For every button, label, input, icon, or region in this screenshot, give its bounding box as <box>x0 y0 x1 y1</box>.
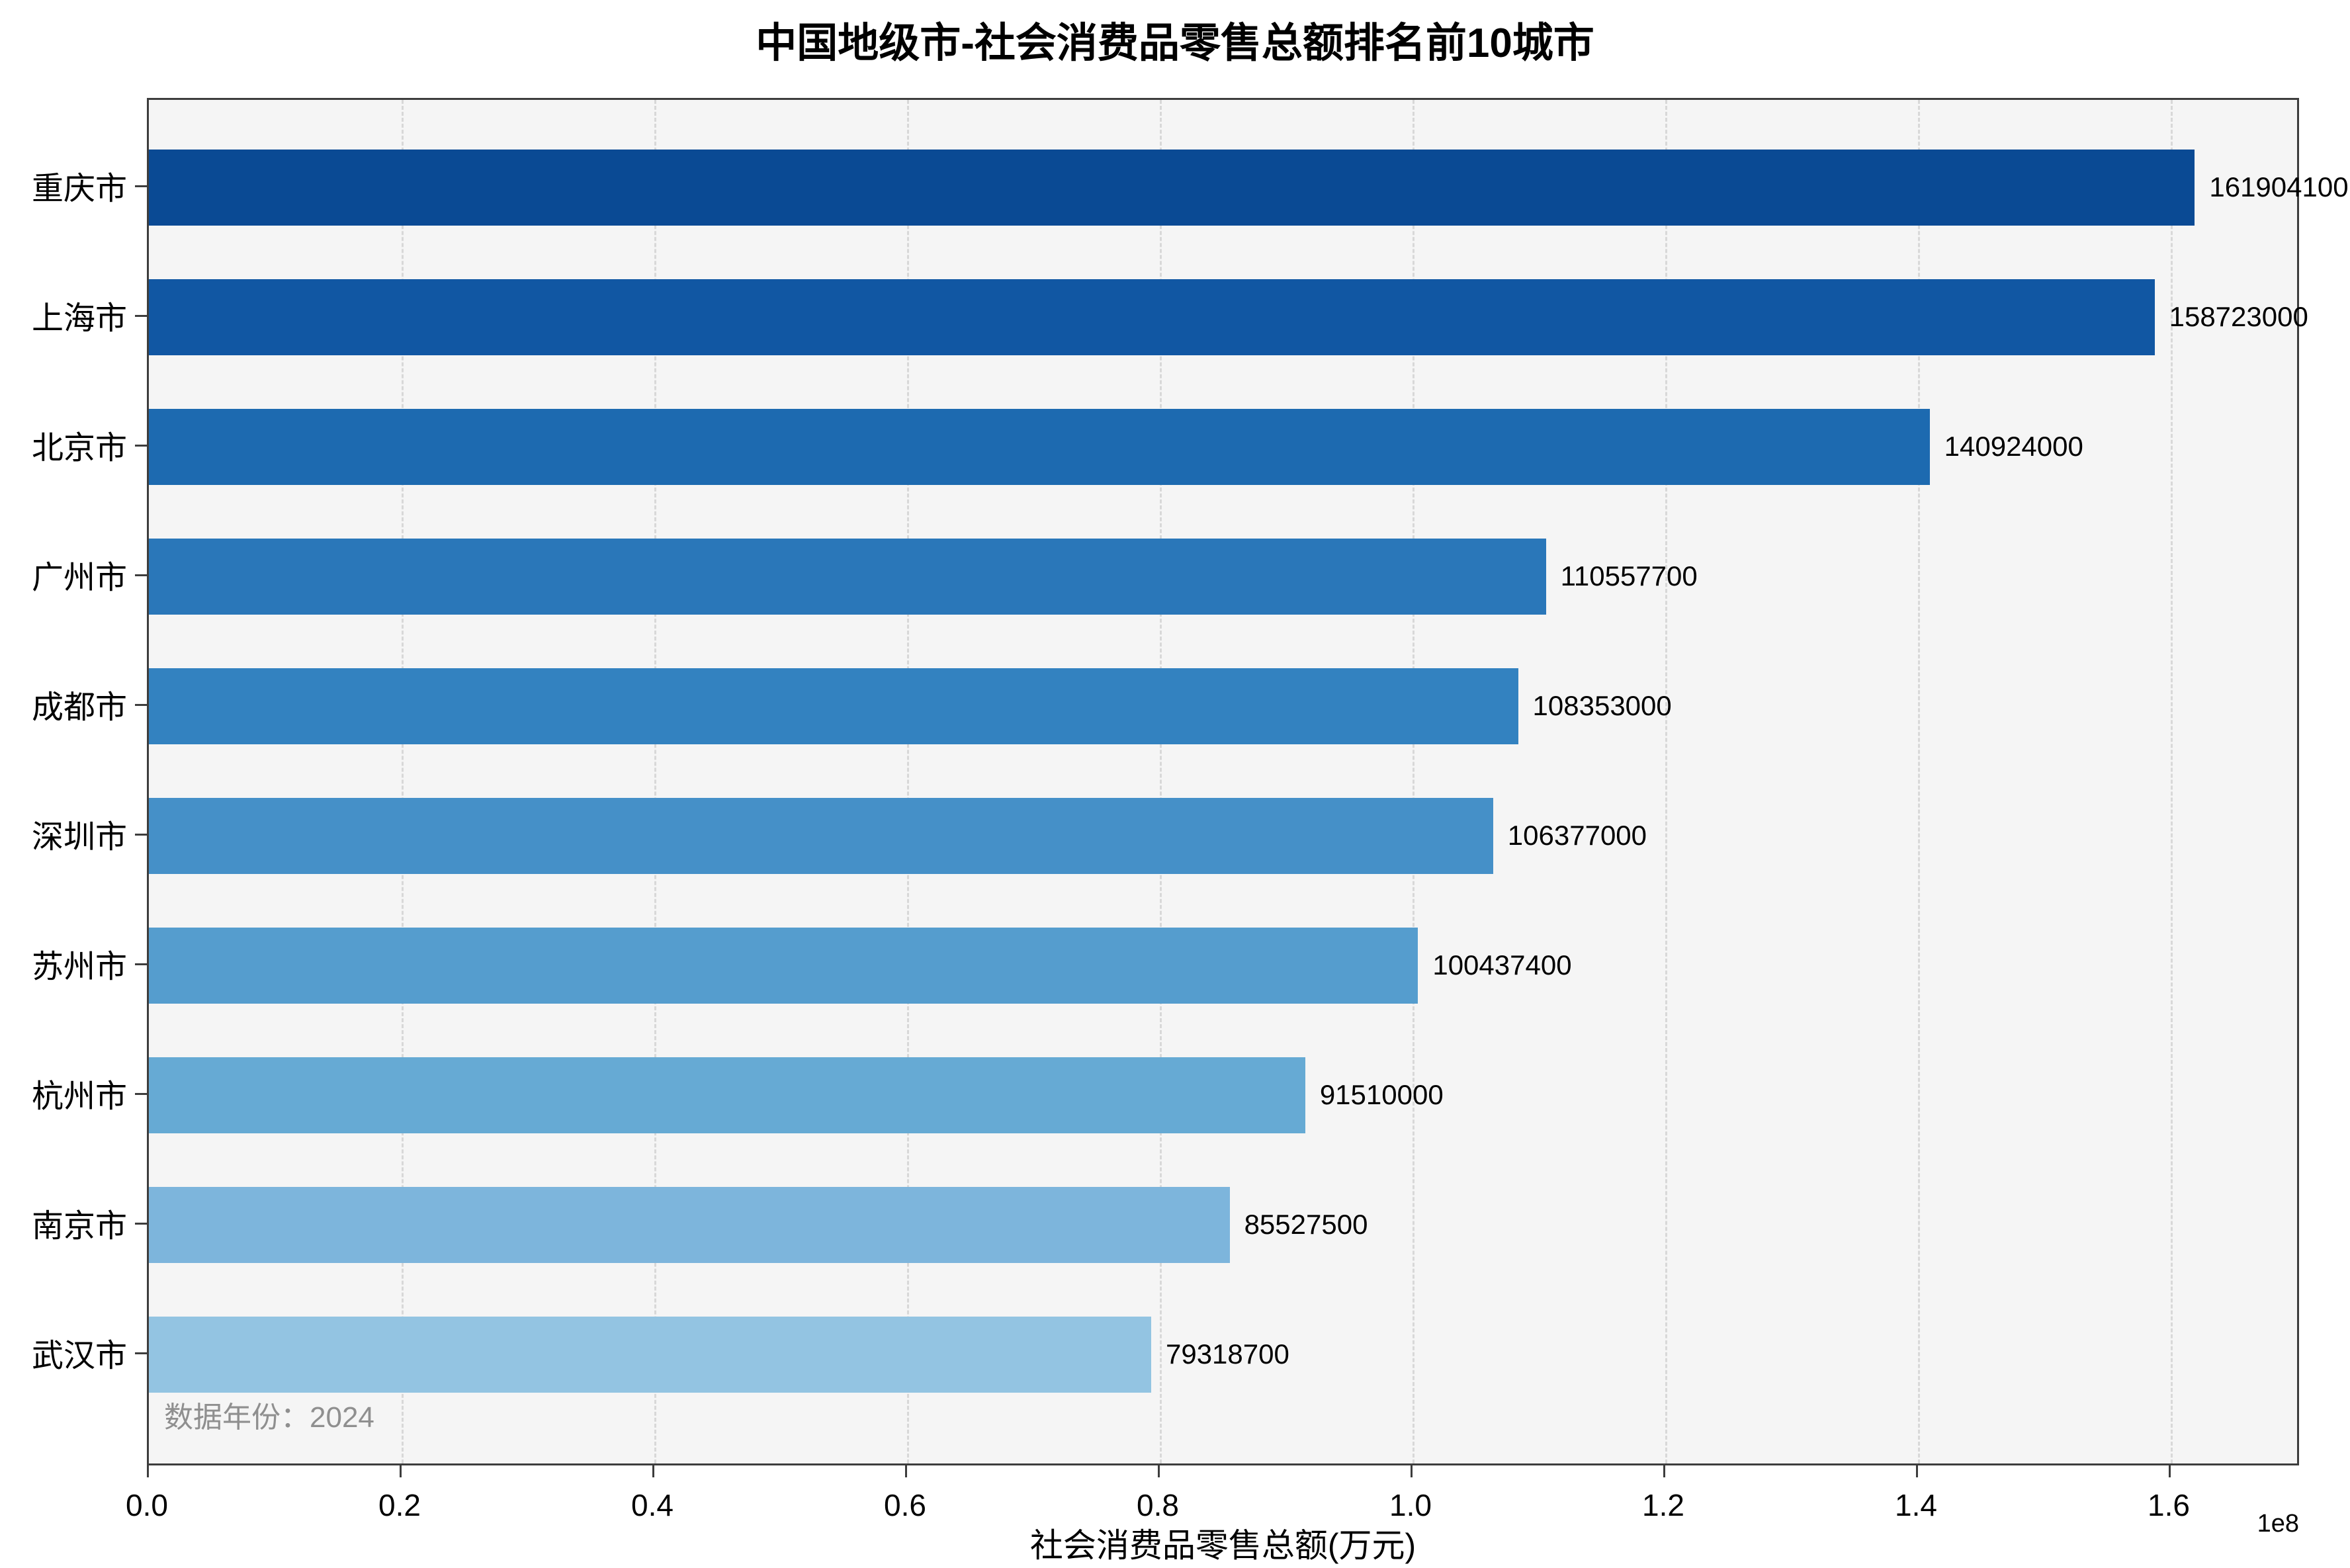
x-tick-label-1.2: 1.2 <box>1642 1488 1684 1522</box>
value-label-武汉市: 79318700 <box>1165 1338 1289 1370</box>
bar-重庆市 <box>149 149 2195 226</box>
x-tick-mark-1.6 <box>2169 1465 2171 1477</box>
gridline-x-1.2 <box>1665 100 1667 1463</box>
chart-title: 中国地级市-社会消费品零售总额排名前10城市 <box>756 21 1594 66</box>
y-tick-label-北京市: 北京市 <box>31 431 127 466</box>
x-tick-label-1.4: 1.4 <box>1895 1488 1937 1522</box>
bar-北京市 <box>149 408 1930 485</box>
bar-南京市 <box>149 1186 1230 1263</box>
x-tick-label-1.6: 1.6 <box>2148 1488 2190 1522</box>
value-label-成都市: 108353000 <box>1532 690 1672 721</box>
x-tick-label-0.2: 0.2 <box>378 1488 421 1522</box>
x-tick-mark-0.6 <box>905 1465 907 1477</box>
y-tick-mark-广州市 <box>135 574 147 576</box>
x-tick-mark-0.4 <box>652 1465 654 1477</box>
value-label-上海市: 158723000 <box>2169 301 2308 332</box>
x-tick-mark-1.4 <box>1916 1465 1918 1477</box>
value-label-苏州市: 100437400 <box>1432 949 1572 980</box>
y-tick-mark-深圳市 <box>135 834 147 836</box>
bar-苏州市 <box>149 927 1418 1004</box>
value-label-重庆市: 161904100 <box>2209 171 2349 202</box>
x-tick-label-0.6: 0.6 <box>884 1488 926 1522</box>
y-tick-mark-北京市 <box>135 445 147 447</box>
x-tick-mark-0.2 <box>400 1465 402 1477</box>
x-tick-mark-1.2 <box>1663 1465 1665 1477</box>
y-tick-mark-重庆市 <box>135 185 147 187</box>
y-tick-label-深圳市: 深圳市 <box>31 820 127 855</box>
y-tick-label-武汉市: 武汉市 <box>31 1338 127 1373</box>
y-tick-mark-苏州市 <box>135 963 147 965</box>
data-year-annotation: 数据年份：2024 <box>164 1401 374 1434</box>
x-axis-label: 社会消费品零售总额(万元) <box>1029 1527 1416 1564</box>
gridline-x-0.8 <box>1160 100 1162 1463</box>
gridline-x-1.0 <box>1413 100 1414 1463</box>
y-tick-label-南京市: 南京市 <box>31 1209 127 1244</box>
x-tick-mark-1.0 <box>1411 1465 1413 1477</box>
y-tick-label-成都市: 成都市 <box>31 690 127 725</box>
y-tick-mark-武汉市 <box>135 1352 147 1354</box>
x-tick-mark-0.8 <box>1158 1465 1160 1477</box>
y-tick-mark-南京市 <box>135 1223 147 1225</box>
bar-深圳市 <box>149 797 1493 874</box>
gridline-x-0.6 <box>907 100 909 1463</box>
y-tick-label-重庆市: 重庆市 <box>31 171 127 206</box>
value-label-广州市: 110557700 <box>1560 560 1698 591</box>
x-axis-offset-multiplier: 1e8 <box>2257 1510 2299 1538</box>
gridline-x-0.2 <box>402 100 404 1463</box>
gridline-x-1.6 <box>2171 100 2173 1463</box>
y-tick-label-杭州市: 杭州市 <box>31 1079 127 1114</box>
bar-武汉市 <box>149 1316 1151 1393</box>
gridline-x-1.4 <box>1918 100 1920 1463</box>
y-tick-mark-杭州市 <box>135 1093 147 1095</box>
value-label-南京市: 85527500 <box>1244 1209 1368 1240</box>
y-tick-label-广州市: 广州市 <box>31 560 127 595</box>
x-tick-label-0.8: 0.8 <box>1137 1488 1179 1522</box>
value-label-深圳市: 106377000 <box>1507 820 1647 851</box>
bar-广州市 <box>149 538 1546 615</box>
y-tick-mark-上海市 <box>135 315 147 317</box>
x-tick-label-0.0: 0.0 <box>126 1488 168 1522</box>
bar-成都市 <box>149 668 1518 744</box>
value-label-北京市: 140924000 <box>1944 431 2083 462</box>
gridline-x-0.4 <box>654 100 656 1463</box>
x-tick-mark-0.0 <box>147 1465 149 1477</box>
y-tick-label-上海市: 上海市 <box>31 301 127 336</box>
value-label-杭州市: 91510000 <box>1319 1079 1444 1110</box>
y-tick-label-苏州市: 苏州市 <box>31 949 127 984</box>
bar-杭州市 <box>149 1057 1305 1133</box>
y-tick-mark-成都市 <box>135 704 147 706</box>
x-tick-label-0.4: 0.4 <box>631 1488 674 1522</box>
x-tick-label-1.0: 1.0 <box>1389 1488 1432 1522</box>
plot-area: 161904100 158723000 140924000 110557700 1083… <box>147 98 2349 1465</box>
bar-上海市 <box>149 279 2155 355</box>
